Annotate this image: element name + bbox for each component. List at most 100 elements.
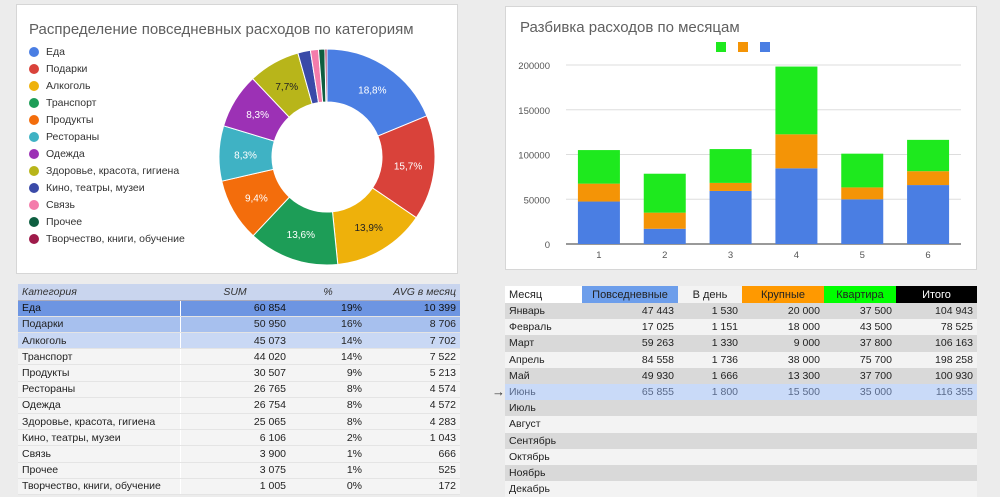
- sum-cell: 44 020: [180, 348, 290, 366]
- total-cell: 198 258: [896, 351, 977, 368]
- daily-cell: 47 443: [582, 303, 678, 320]
- sum-cell: 25 065: [180, 413, 290, 431]
- legend-label: Еда: [46, 45, 65, 58]
- daily-cell: [582, 416, 678, 433]
- big-cell: 20 000: [742, 303, 824, 320]
- flat-cell: 43 500: [824, 319, 896, 336]
- category-cell: Здоровье, красота, гигиена: [18, 413, 181, 431]
- percent-cell: 14%: [290, 332, 366, 350]
- table-row: Июнь 65 855 1 800 15 500 35 000 116 355: [505, 383, 977, 401]
- pie-legend: Еда Подарки Алкоголь Транспорт Продукты Ресто…: [29, 43, 185, 247]
- table-row: Март 59 263 1 330 9 000 37 800 106 163: [505, 335, 977, 352]
- bar-segment: [577, 183, 620, 202]
- table-row: Подарки 50 950 16% 8 706: [18, 316, 460, 334]
- per-day-cell: 1 530: [678, 303, 742, 320]
- table-row: Творчество, книги, обучение 1 005 0% 172: [18, 478, 460, 495]
- bar-segment: [775, 134, 818, 169]
- month-cell: Январь: [505, 303, 582, 320]
- per-day-cell: 1 800: [678, 383, 742, 401]
- legend-item: Кино, театры, музеи: [29, 179, 185, 196]
- table-row: Продукты 30 507 9% 5 213: [18, 364, 460, 382]
- legend-label: Рестораны: [46, 130, 100, 143]
- category-cell: Кино, театры, музеи: [18, 429, 181, 447]
- avg-cell: 666: [366, 445, 460, 463]
- table-row: Июль: [505, 400, 977, 417]
- category-cell: Рестораны: [18, 381, 181, 398]
- bar-segment: [907, 171, 950, 186]
- bar-segment: [841, 199, 884, 244]
- table-row: Февраль 17 025 1 151 18 000 43 500 78 525: [505, 319, 977, 336]
- y-tick-label: 50000: [524, 195, 550, 206]
- header-big: Крупные: [742, 286, 824, 303]
- avg-cell: 7 522: [366, 348, 460, 366]
- y-tick-label: 150000: [518, 106, 550, 117]
- table-row: Связь 3 900 1% 666: [18, 445, 460, 463]
- total-cell: [896, 400, 977, 417]
- legend-swatch: [29, 199, 39, 210]
- flat-cell: 37 500: [824, 303, 896, 320]
- legend-swatch: [29, 80, 39, 91]
- sum-cell: 1 005: [180, 478, 290, 495]
- avg-cell: 172: [366, 478, 460, 495]
- header-per-day: В день: [678, 286, 742, 303]
- category-cell: Алкоголь: [18, 332, 181, 350]
- daily-cell: [582, 448, 678, 465]
- percent-cell: 8%: [290, 413, 366, 431]
- big-cell: [742, 481, 824, 497]
- legend-item: Еда: [29, 43, 185, 60]
- category-cell: Творчество, книги, обучение: [18, 478, 181, 495]
- y-tick-label: 0: [545, 240, 550, 251]
- table-row: Алкоголь 45 073 14% 7 702: [18, 332, 460, 350]
- legend-item: Алкоголь: [29, 77, 185, 94]
- sum-cell: 6 106: [180, 429, 290, 447]
- avg-cell: 7 702: [366, 332, 460, 350]
- flat-cell: [824, 416, 896, 433]
- header-avg: AVG в месяц: [366, 284, 460, 301]
- table-row: Прочее 3 075 1% 525: [18, 462, 460, 479]
- legend-swatch: [29, 216, 39, 227]
- month-cell: Сентябрь: [505, 432, 582, 449]
- per-day-cell: [678, 481, 742, 497]
- pie-slice: [324, 48, 328, 103]
- percent-cell: 8%: [290, 381, 366, 398]
- slice-label: 18,8%: [358, 85, 386, 96]
- percent-cell: 1%: [290, 462, 366, 479]
- legend-item: Подарки: [29, 60, 185, 77]
- flat-cell: [824, 400, 896, 417]
- legend-swatch: [29, 233, 39, 244]
- flat-cell: 75 700: [824, 351, 896, 368]
- avg-cell: 525: [366, 462, 460, 479]
- month-cell: Декабрь: [505, 481, 582, 497]
- legend-swatch: [29, 131, 39, 142]
- bar-segment: [709, 190, 752, 244]
- table-row: Кино, театры, музеи 6 106 2% 1 043: [18, 429, 460, 447]
- per-day-cell: [678, 448, 742, 465]
- daily-cell: 65 855: [582, 383, 678, 401]
- category-table-header: Категория SUM % AVG в месяц: [18, 284, 460, 301]
- flat-cell: 37 700: [824, 367, 896, 384]
- header-total: Итого: [896, 286, 977, 303]
- sum-cell: 50 950: [180, 316, 290, 334]
- x-tick-label: 3: [728, 250, 733, 261]
- y-tick-label: 200000: [518, 61, 550, 72]
- x-tick-label: 6: [925, 250, 930, 261]
- percent-cell: 8%: [290, 397, 366, 415]
- flat-cell: 35 000: [824, 383, 896, 401]
- flat-cell: [824, 464, 896, 482]
- bar-segment: [709, 182, 752, 191]
- bar-chart-title: Разбивка расходов по месяцам: [520, 19, 740, 36]
- bar-segment: [907, 185, 950, 244]
- big-cell: 38 000: [742, 351, 824, 368]
- bar-chart-canvas: 0 50000 100000 150000 200000 1 2 3 4 5 6: [518, 42, 961, 261]
- bar-segment: [643, 173, 686, 213]
- legend-swatch: [738, 42, 748, 52]
- sum-cell: 3 900: [180, 445, 290, 463]
- legend-item: Творчество, книги, обучение: [29, 230, 185, 247]
- legend-swatch: [716, 42, 726, 52]
- bar-segment: [841, 187, 884, 200]
- sum-cell: 30 507: [180, 364, 290, 382]
- slice-label: 8,3%: [246, 110, 269, 121]
- legend-label: Одежда: [46, 147, 85, 160]
- flat-cell: 37 800: [824, 335, 896, 352]
- per-day-cell: 1 330: [678, 335, 742, 352]
